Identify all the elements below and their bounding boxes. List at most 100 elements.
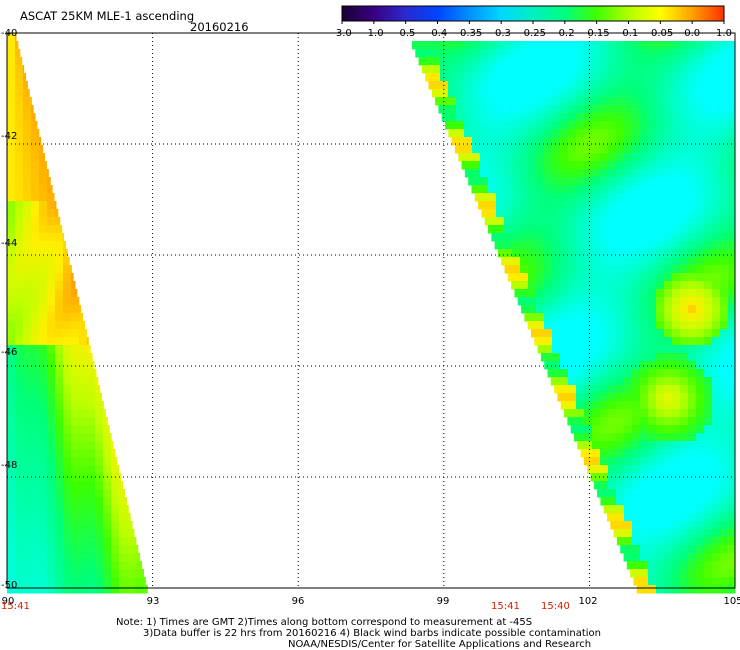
data-cell [584,81,593,90]
data-cell [672,553,681,562]
data-cell [704,129,713,138]
data-cell [87,337,89,346]
data-cell [560,185,569,194]
data-cell [624,73,633,82]
data-cell [79,417,88,426]
data-cell [520,249,529,258]
data-cell [648,497,657,506]
data-cell [127,529,135,538]
data-cell [528,97,537,106]
data-cell [552,137,561,146]
data-cell [712,89,721,98]
data-cell [632,465,641,474]
data-cell [672,361,681,370]
data-cell [544,129,553,138]
data-cell [648,585,657,594]
data-cell [491,233,497,242]
data-cell [656,289,665,298]
data-cell [63,233,65,242]
data-cell [600,57,609,66]
data-cell [608,185,617,194]
data-cell [528,177,537,186]
data-cell [648,41,657,50]
data-cell [568,161,577,170]
data-cell [47,185,53,194]
data-cell [111,433,112,442]
data-cell [704,225,713,234]
data-cell [544,57,553,66]
data-cell [640,113,649,122]
data-cell [616,145,625,154]
data-cell [568,265,577,274]
data-cell [95,401,104,410]
data-cell [720,377,729,386]
data-cell [720,169,729,178]
data-cell [632,417,641,426]
data-cell [31,129,40,138]
data-cell [720,97,729,106]
data-cell [55,505,64,514]
data-cell [7,33,16,42]
data-cell [728,585,736,594]
data-cell [728,225,736,234]
lat-label-46: -46 [1,347,18,358]
data-cell [680,353,689,362]
data-cell [616,393,625,402]
data-cell [600,201,609,210]
data-cell [512,57,521,66]
data-cell [696,241,705,250]
data-cell [656,177,665,186]
data-cell [497,249,505,258]
data-cell [55,393,64,402]
data-cell [79,513,88,522]
data-cell [720,361,729,370]
data-cell [47,561,56,570]
data-cell [576,49,585,58]
data-cell [608,345,617,354]
data-cell [544,209,553,218]
data-cell [15,273,24,282]
data-cell [79,585,88,594]
data-cell [656,161,665,170]
data-cell [608,505,617,514]
data-cell [648,169,657,178]
data-cell [512,81,521,90]
colorbar-bar [341,5,725,22]
data-cell [472,97,481,106]
data-cell [512,193,521,202]
data-cell [624,529,633,538]
data-cell [624,465,633,474]
data-cell [640,513,649,522]
data-cell [55,441,64,450]
data-cell [95,377,99,386]
data-cell [688,57,697,66]
data-cell [704,513,713,522]
data-cell [696,249,705,258]
data-cell [7,289,16,298]
data-cell [23,241,32,250]
data-cell [63,545,72,554]
data-cell [600,241,609,250]
data-cell [592,249,601,258]
data-cell [648,529,657,538]
data-cell [488,89,497,98]
data-cell [15,113,24,122]
data-cell [624,321,633,330]
data-cell [47,401,56,410]
data-cell [432,73,441,82]
data-cell [680,121,689,130]
data-cell [568,49,577,58]
data-cell [688,281,697,290]
data-cell [704,585,713,594]
data-cell [688,233,697,242]
data-cell [79,465,88,474]
data-cell [63,457,72,466]
data-cell [592,313,601,322]
data-cell [39,513,48,522]
data-cell [712,105,721,114]
data-cell [39,297,48,306]
data-cell [560,393,569,402]
data-cell [592,337,601,346]
data-cell [648,353,657,362]
data-cell [71,505,80,514]
